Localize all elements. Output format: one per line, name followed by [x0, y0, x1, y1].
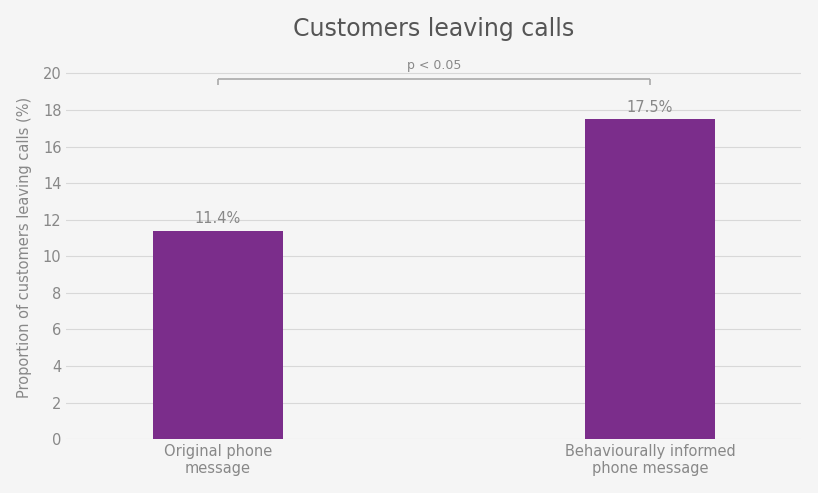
Text: p < 0.05: p < 0.05: [407, 59, 461, 71]
Bar: [585, 119, 715, 439]
Text: 17.5%: 17.5%: [627, 100, 673, 114]
Y-axis label: Proportion of customers leaving calls (%): Proportion of customers leaving calls (%…: [16, 97, 32, 398]
Bar: [153, 231, 282, 439]
Title: Customers leaving calls: Customers leaving calls: [293, 17, 574, 40]
Text: 11.4%: 11.4%: [195, 211, 240, 226]
